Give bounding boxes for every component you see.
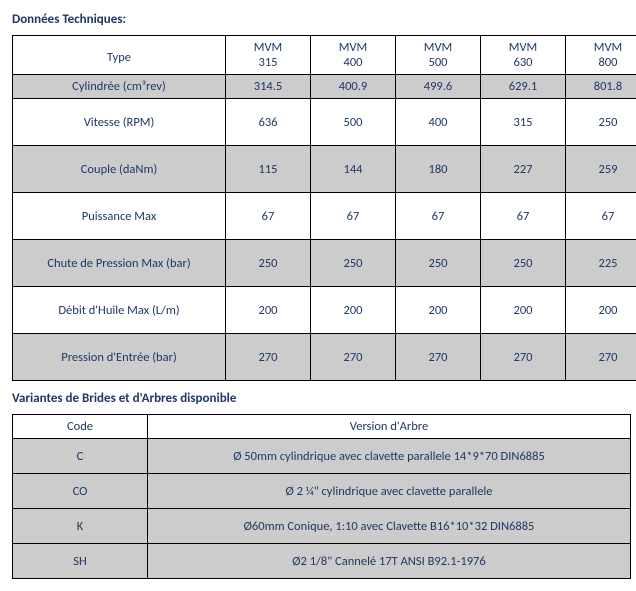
row-label: Débit d'Huile Max (L/m) — [13, 287, 226, 334]
variant-code: K — [13, 509, 148, 544]
table-cell: 200 — [311, 287, 396, 334]
version-header: Version d'Arbre — [148, 415, 631, 439]
model-subheader: 400 — [311, 55, 396, 75]
type-header: Type — [13, 36, 226, 75]
table-cell: 270 — [311, 334, 396, 381]
model-header: MVM — [481, 36, 566, 56]
table-cell: 200 — [481, 287, 566, 334]
table-cell: 180 — [396, 146, 481, 193]
table-cell: 67 — [481, 193, 566, 240]
variants-table: Code Version d'Arbre C Ø 50mm cylindriqu… — [12, 414, 631, 579]
table-cell: 250 — [481, 240, 566, 287]
model-subheader: 630 — [481, 55, 566, 75]
model-subheader: 500 — [396, 55, 481, 75]
table-cell: 250 — [226, 240, 311, 287]
table-cell: 314.5 — [226, 75, 311, 99]
table-cell: 500 — [311, 99, 396, 146]
variants-title: Variantes de Brides et d'Arbres disponib… — [12, 391, 624, 406]
table-cell: 67 — [311, 193, 396, 240]
table-cell: 227 — [481, 146, 566, 193]
variant-desc: Ø60mm Conique, 1:10 avec Clavette B16*10… — [148, 509, 631, 544]
variant-desc: Ø 2 ¼" cylindrique avec clavette paralle… — [148, 474, 631, 509]
table-cell: 400 — [396, 99, 481, 146]
table-cell: 499.6 — [396, 75, 481, 99]
table-cell: 270 — [226, 334, 311, 381]
table-cell: 315 — [481, 99, 566, 146]
table-cell: 270 — [566, 334, 636, 381]
table-cell: 67 — [566, 193, 636, 240]
table-cell: 250 — [311, 240, 396, 287]
table-cell: 200 — [566, 287, 636, 334]
model-header: MVM — [311, 36, 396, 56]
tech-data-title: Données Techniques: — [12, 12, 624, 27]
table-cell: 636 — [226, 99, 311, 146]
model-header: MVM — [566, 36, 636, 56]
variant-desc: Ø2 1/8" Cannelé 17T ANSI B92.1-1976 — [148, 544, 631, 579]
row-label: Chute de Pression Max (bar) — [13, 240, 226, 287]
table-cell: 270 — [481, 334, 566, 381]
table-cell: 144 — [311, 146, 396, 193]
row-label: Puissance Max — [13, 193, 226, 240]
table-cell: 225 — [566, 240, 636, 287]
table-cell: 250 — [396, 240, 481, 287]
variant-desc: Ø 50mm cylindrique avec clavette paralle… — [148, 439, 631, 474]
model-header: MVM — [396, 36, 481, 56]
tech-data-table: Type MVM MVM MVM MVM MVM 315 400 500 630… — [12, 35, 636, 381]
table-cell: 67 — [396, 193, 481, 240]
table-cell: 270 — [396, 334, 481, 381]
variant-code: CO — [13, 474, 148, 509]
model-subheader: 800 — [566, 55, 636, 75]
table-cell: 67 — [226, 193, 311, 240]
row-label: Couple (daNm) — [13, 146, 226, 193]
table-cell: 629.1 — [481, 75, 566, 99]
code-header: Code — [13, 415, 148, 439]
table-cell: 259 — [566, 146, 636, 193]
table-cell: 250 — [566, 99, 636, 146]
table-cell: 200 — [396, 287, 481, 334]
variant-code: SH — [13, 544, 148, 579]
row-label: Pression d'Entrée (bar) — [13, 334, 226, 381]
row-label: Vitesse (RPM) — [13, 99, 226, 146]
table-cell: 200 — [226, 287, 311, 334]
table-cell: 115 — [226, 146, 311, 193]
model-header: MVM — [226, 36, 311, 56]
row-label: Cylindrée (cm³rev) — [13, 75, 226, 99]
variant-code: C — [13, 439, 148, 474]
table-cell: 400.9 — [311, 75, 396, 99]
model-subheader: 315 — [226, 55, 311, 75]
table-cell: 801.8 — [566, 75, 636, 99]
